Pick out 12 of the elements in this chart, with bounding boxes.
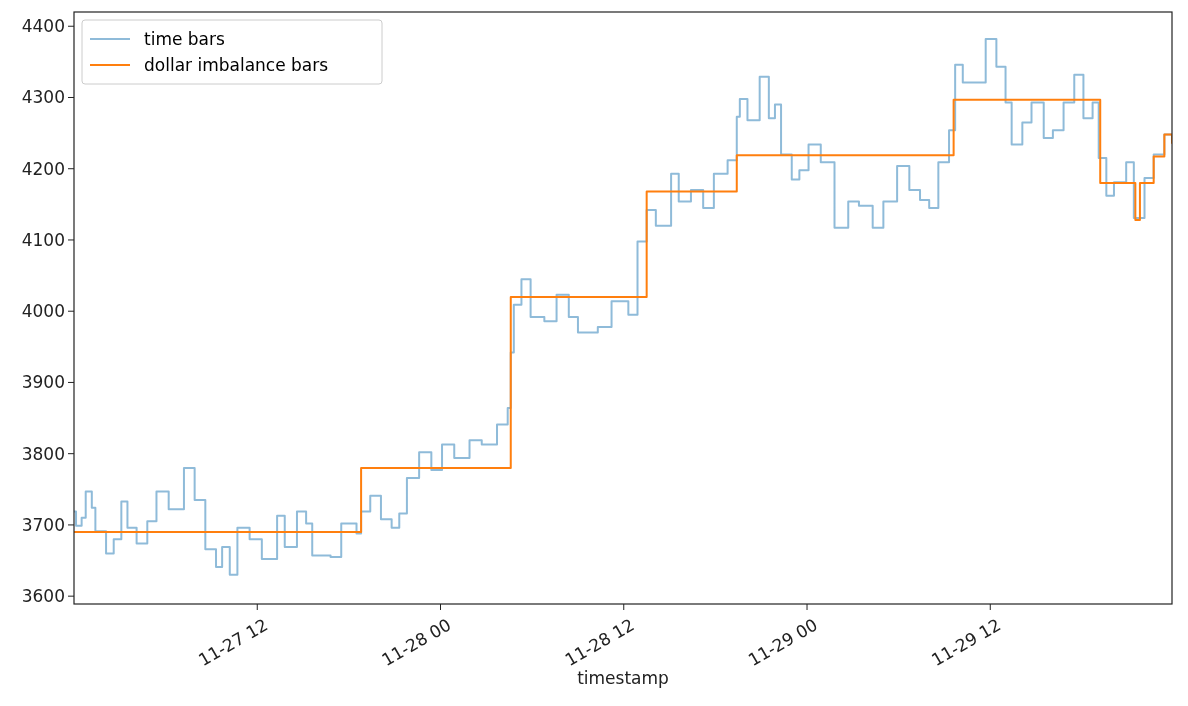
y-tick-label: 3700 — [21, 514, 65, 535]
legend-label: time bars — [144, 28, 226, 49]
x-axis-title: timestamp — [577, 668, 669, 688]
y-tick-label: 4400 — [21, 16, 65, 37]
y-tick-label: 4100 — [21, 229, 65, 250]
y-tick-label: 3900 — [21, 372, 65, 393]
y-tick-label: 4200 — [21, 158, 65, 179]
y-tick-label: 3800 — [21, 443, 65, 464]
y-tick-label: 4300 — [21, 87, 65, 108]
y-tick-label: 3600 — [21, 586, 65, 607]
y-tick-label: 4000 — [21, 301, 65, 322]
legend-label: dollar imbalance bars — [144, 54, 329, 75]
